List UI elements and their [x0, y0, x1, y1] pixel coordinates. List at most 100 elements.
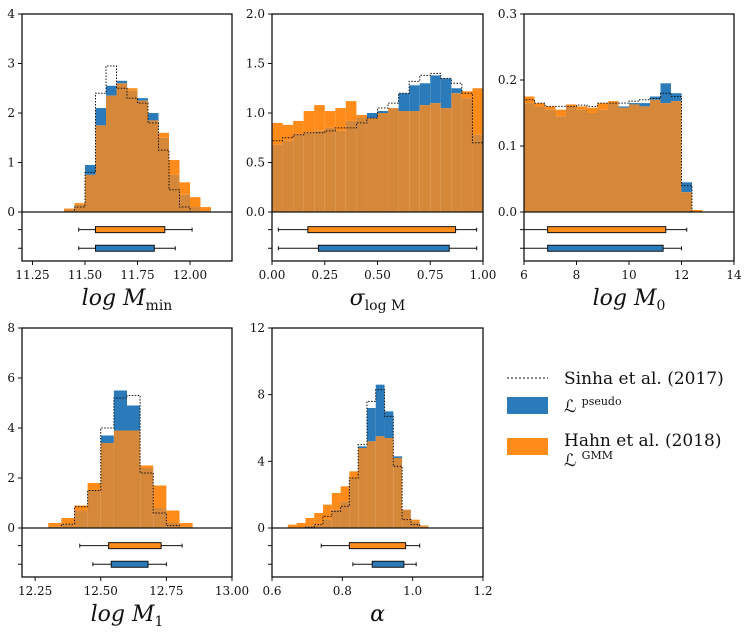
gmm-bar: [345, 101, 357, 121]
pseudo-bar: [398, 93, 410, 112]
gmm-boxplot: [79, 542, 183, 550]
sinha-step-outline: [287, 389, 429, 528]
overlap-bar: [158, 137, 169, 212]
overlap-bar: [587, 113, 598, 212]
y-tick-label: 0: [257, 521, 265, 535]
gmm-bar: [127, 88, 138, 91]
overlap-bar: [148, 120, 159, 212]
histogram-bars: [48, 390, 193, 528]
gmm-bar: [472, 88, 483, 135]
y-tick-label: 0.3: [498, 7, 517, 21]
overlap-bar: [169, 174, 180, 212]
overlap-bar: [388, 108, 399, 212]
overlap-bar: [430, 103, 441, 212]
gmm-bar: [461, 91, 473, 99]
gmm-bar: [356, 114, 367, 118]
legend-gmm-sup: GMM: [582, 449, 613, 462]
overlap-bar: [305, 526, 315, 528]
pseudo-bar: [681, 182, 692, 193]
gmm-boxplot: [320, 542, 421, 550]
x-axis-label: log Mmin: [82, 286, 173, 314]
gmm-bar: [296, 523, 306, 528]
y-tick-label: 0: [7, 205, 15, 219]
overlap-bar: [64, 209, 75, 212]
x-tick-label: 11.50: [68, 268, 102, 282]
pseudo-bar: [671, 93, 682, 102]
svg-text:ℒ GMM: ℒ GMM: [564, 449, 613, 471]
overlap-bar: [74, 510, 88, 528]
overlap-bar: [451, 93, 462, 212]
pseudo-bar: [393, 456, 403, 458]
gmm-bar: [587, 107, 598, 113]
pseudo-bar: [113, 390, 127, 431]
overlap-bar: [322, 519, 332, 528]
gmm-bar: [335, 108, 346, 131]
gmm-bar: [282, 124, 294, 141]
overlap-bar: [576, 109, 587, 212]
gmm-bar: [692, 210, 703, 212]
legend-gmm-swatch: [507, 438, 548, 455]
pseudo-bar: [85, 164, 96, 175]
pseudo-bar: [451, 88, 462, 94]
y-tick-label: 0.5: [246, 156, 265, 170]
x-tick-label: 6: [520, 268, 528, 282]
gmm-bar: [166, 510, 180, 523]
legend-sinha-label: Sinha et al. (2017): [564, 369, 724, 389]
pseudo-boxplot: [523, 244, 682, 252]
gmm-bar: [200, 207, 211, 211]
box-iqr: [95, 226, 166, 234]
overlap-bar: [356, 117, 367, 212]
sinha-step-outline: [272, 72, 483, 212]
overlap-bar: [639, 106, 650, 212]
pseudo-bar: [127, 405, 141, 431]
overlap-bar: [127, 430, 141, 528]
gmm-bar: [153, 485, 167, 508]
histogram-bars: [287, 384, 429, 528]
y-tick-label: 0.2: [498, 73, 517, 87]
overlap-bar: [179, 194, 190, 212]
pseudo-bar: [137, 98, 148, 101]
overlap-bar: [402, 509, 411, 528]
overlap-bar: [293, 134, 304, 212]
panel-frame: [271, 327, 484, 578]
x-axis-label-main: log M: [91, 602, 155, 627]
box-iqr: [307, 226, 457, 234]
x-tick-label: 1.2: [473, 584, 492, 598]
x-tick-label: 1.0: [403, 584, 422, 598]
pseudo-boxplot: [352, 560, 417, 568]
pseudo-bar: [148, 113, 159, 121]
y-tick-label: 1.0: [246, 106, 265, 120]
overlap-bar: [681, 192, 692, 212]
gmm-bar: [566, 104, 577, 107]
gmm-boxplot: [277, 226, 478, 234]
pseudo-bar: [375, 384, 385, 437]
gmm-bar: [140, 465, 154, 468]
x-tick-label: 8: [573, 268, 581, 282]
x-tick-label: 12.00: [173, 268, 207, 282]
overlap-bar: [618, 107, 629, 212]
pseudo-bar: [650, 96, 661, 100]
box-iqr: [317, 244, 450, 252]
pseudo-bar: [106, 85, 117, 96]
overlap-bar: [534, 106, 545, 212]
gmm-bar: [64, 208, 75, 210]
overlap-bar: [153, 508, 167, 528]
overlap-bar: [87, 490, 101, 528]
pseudo-bar: [430, 75, 441, 104]
pseudo-bar: [639, 103, 650, 107]
x-axis-label-sub: 1: [154, 614, 163, 630]
gmm-bar: [287, 524, 297, 528]
y-tick-label: 4: [257, 454, 265, 468]
y-tick-label: 8: [7, 321, 15, 335]
overlap-bar: [366, 441, 376, 528]
overlap-bar: [597, 109, 608, 212]
overlap-bar: [140, 468, 154, 528]
overlap-bar: [410, 521, 420, 528]
y-tick-label: 4: [7, 7, 15, 21]
gmm-bar: [331, 493, 341, 510]
overlap-bar: [524, 103, 535, 212]
overlap-bar: [137, 100, 148, 212]
x-tick-label: 1.00: [470, 268, 497, 282]
box-iqr: [547, 244, 664, 252]
